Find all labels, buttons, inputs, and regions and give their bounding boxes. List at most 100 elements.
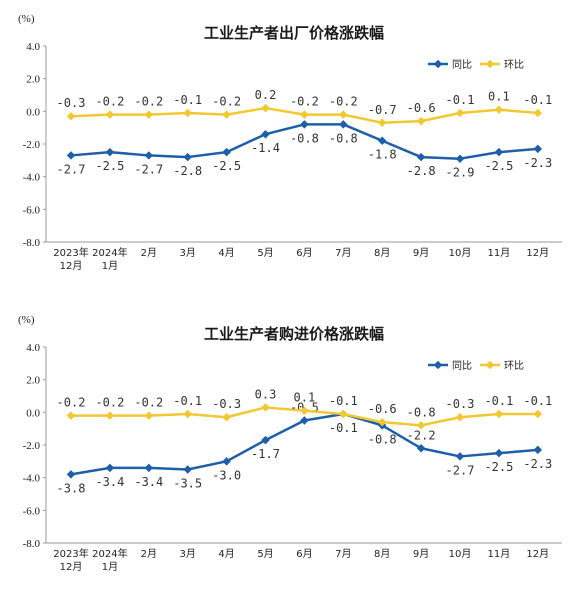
series-point-2 <box>533 409 543 419</box>
series-point-2 <box>455 412 465 422</box>
data-label-1: -2.9 <box>446 166 475 180</box>
series-point-2 <box>533 108 543 118</box>
series-point-2 <box>339 409 348 419</box>
series-point-1 <box>533 445 543 455</box>
series-point-1 <box>183 152 192 162</box>
chart-title: 工业生产者出厂价格涨跌幅 <box>204 24 384 42</box>
data-label-1: -2.5 <box>95 159 124 173</box>
data-label-2: 0.1 <box>488 90 510 104</box>
series-point-2 <box>300 406 309 415</box>
data-label-1: -2.7 <box>446 463 475 477</box>
data-label-1: -2.8 <box>407 164 436 178</box>
y-tick-label: -4.0 <box>23 473 41 485</box>
data-label-2: -0.1 <box>523 394 552 408</box>
y-tick-label: 0.0 <box>26 106 40 118</box>
series-point-1 <box>105 463 115 473</box>
data-label-2: -0.2 <box>290 95 319 109</box>
series-point-1 <box>222 147 231 157</box>
data-label-2: -0.2 <box>95 95 124 109</box>
x-tick-label: 8月 <box>374 247 390 259</box>
x-tick-label: 11月 <box>488 247 511 259</box>
series-point-2 <box>455 108 465 118</box>
data-label-1: -0.8 <box>329 131 358 145</box>
legend-label: 环比 <box>504 360 524 372</box>
data-label-1: -3.5 <box>173 477 202 491</box>
legend-label: 环比 <box>504 59 524 71</box>
series-point-2 <box>339 110 348 119</box>
series-point-1 <box>339 120 348 129</box>
chart-title: 工业生产者购进价格涨跌幅 <box>204 325 384 343</box>
series-point-2 <box>222 110 231 119</box>
series-point-2 <box>144 110 154 119</box>
data-label-1: -3.8 <box>57 481 86 495</box>
series-point-2 <box>377 118 387 128</box>
x-tick-label: 11月 <box>488 548 511 560</box>
x-tick-label: 7月 <box>335 548 351 560</box>
data-label-2: -0.1 <box>329 394 358 408</box>
x-tick-label: 2024年 1月 <box>92 547 127 573</box>
data-label-1: -2.3 <box>523 457 552 471</box>
y-tick-label: -8.0 <box>23 538 41 550</box>
series-point-2 <box>494 105 504 114</box>
data-label-1: -3.4 <box>95 475 124 489</box>
data-label-2: -0.8 <box>407 405 436 419</box>
series-point-2 <box>66 111 76 121</box>
data-label-2: -0.2 <box>212 95 241 109</box>
data-label-2: -0.3 <box>446 397 475 411</box>
x-tick-label: 12月 <box>526 247 549 259</box>
y-tick-label: 2.0 <box>26 375 40 387</box>
legend-label: 同比 <box>452 59 472 71</box>
x-tick-label: 2023年 12月 <box>53 547 88 573</box>
data-label-1: -2.3 <box>523 156 552 170</box>
data-label-2: -0.6 <box>407 101 436 115</box>
data-label-1: -2.5 <box>484 460 513 474</box>
series-point-1 <box>455 452 465 461</box>
series-point-1 <box>66 470 76 479</box>
series-point-1 <box>494 147 504 157</box>
series-point-1 <box>416 444 426 453</box>
data-label-1: -1.7 <box>251 447 280 461</box>
series-point-2 <box>300 110 309 119</box>
data-label-2: -0.3 <box>57 96 86 110</box>
x-tick-label: 2月 <box>141 247 157 259</box>
legend-label: 同比 <box>452 360 472 372</box>
series-point-2 <box>183 108 192 118</box>
x-tick-label: 3月 <box>180 247 196 259</box>
series-point-1 <box>144 463 154 473</box>
series-point-2 <box>494 409 504 419</box>
y-tick-label: -2.0 <box>23 440 41 452</box>
data-label-2: 0.2 <box>255 88 277 102</box>
data-label-1: -2.8 <box>173 164 202 178</box>
y-tick-label: 4.0 <box>26 342 40 354</box>
legend-marker <box>433 59 443 69</box>
series-point-1 <box>222 457 231 466</box>
x-tick-label: 2023年 12月 <box>53 246 88 272</box>
x-tick-label: 8月 <box>374 548 390 560</box>
y-tick-label: -4.0 <box>23 172 41 184</box>
data-label-2: -0.2 <box>57 396 86 410</box>
y-tick-label: -6.0 <box>23 204 41 216</box>
y-axis-unit: (%) <box>18 13 35 25</box>
x-tick-label: 6月 <box>296 247 312 259</box>
series-point-2 <box>261 403 270 412</box>
series-point-2 <box>183 409 192 419</box>
y-tick-label: 2.0 <box>26 74 40 86</box>
chart-purchase-price: 工业生产者购进价格涨跌幅 (%) 4.0 2.0 0.0 -2.0 -4.0 -6.0 -8.0… <box>0 301 584 602</box>
legend-marker <box>433 360 443 370</box>
data-label-1: -3.4 <box>134 475 163 489</box>
series-point-2 <box>416 421 426 430</box>
chart-purchase-price-svg: 工业生产者购进价格涨跌幅 (%) 4.0 2.0 0.0 -2.0 -4.0 -6.0 -8.0… <box>18 314 562 573</box>
data-label-1: -2.5 <box>484 159 513 173</box>
data-label-1: -1.4 <box>251 141 280 155</box>
series-point-1 <box>300 416 309 425</box>
data-label-1: -1.8 <box>368 148 397 162</box>
series-point-2 <box>261 103 270 113</box>
data-label-2: -0.2 <box>329 95 358 109</box>
legend-marker <box>485 360 495 370</box>
data-label-1: -2.5 <box>212 159 241 173</box>
x-tick-label: 10月 <box>449 548 472 560</box>
series-point-1 <box>416 152 426 162</box>
series-point-1 <box>105 147 115 157</box>
x-tick-label: 4月 <box>218 247 234 259</box>
series-point-2 <box>416 116 426 126</box>
